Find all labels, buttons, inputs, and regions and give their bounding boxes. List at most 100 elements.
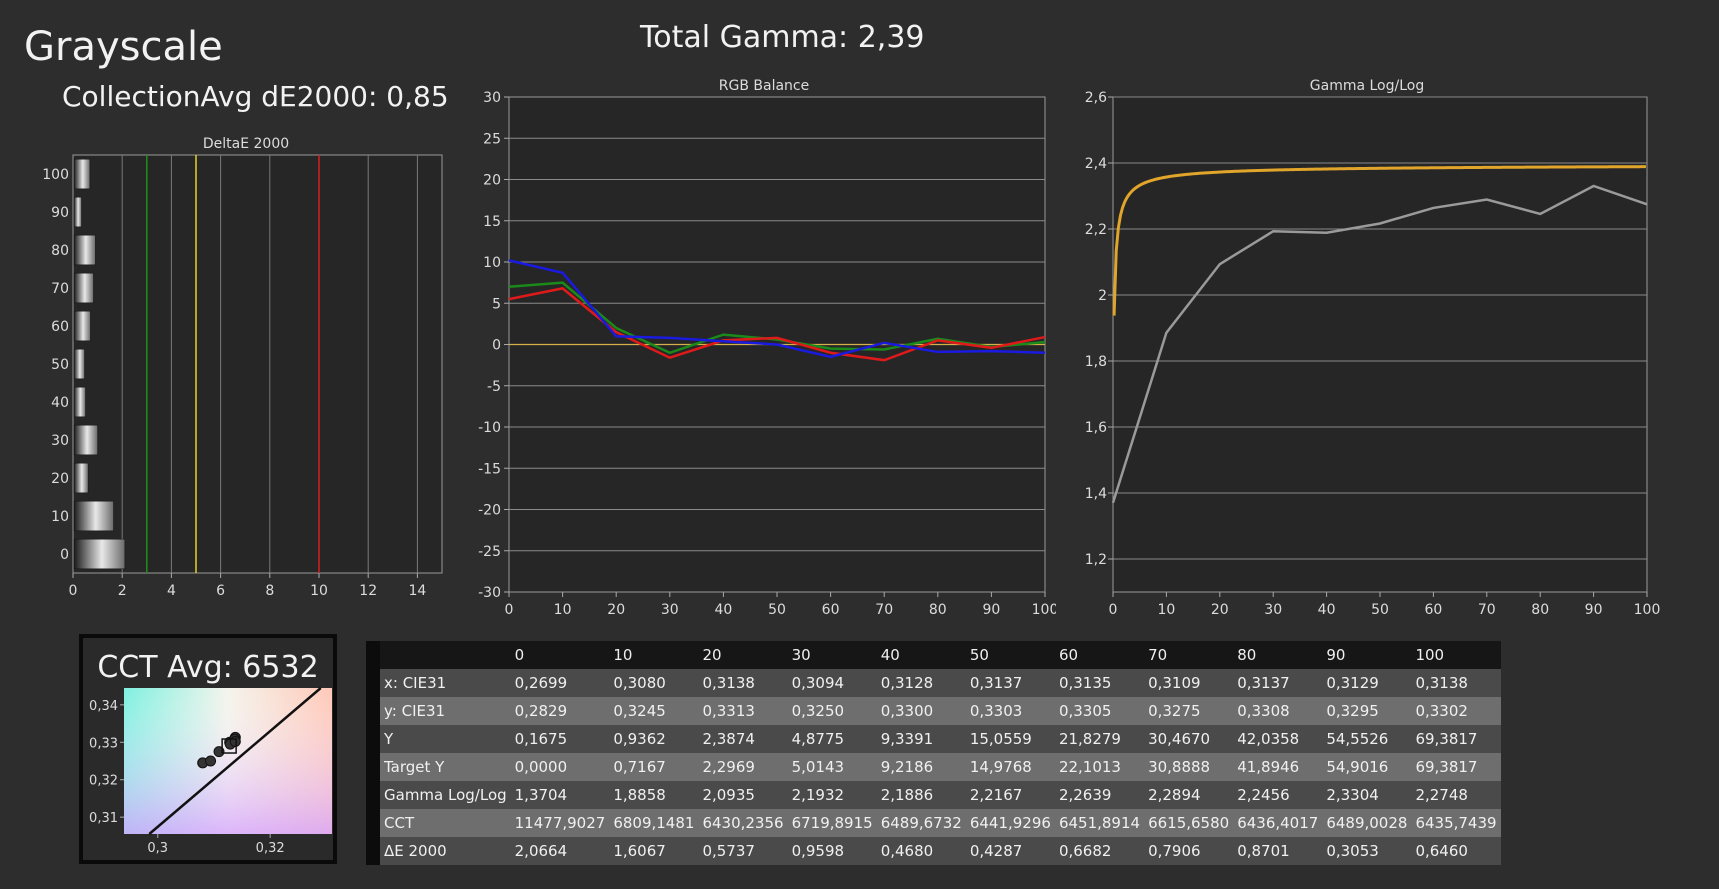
rgb-y-tick-label: -5 [487,379,501,395]
deltae-bar [73,424,98,456]
rgb-x-tick-label: 0 [505,602,514,618]
deltae-y-tick-label: 10 [51,509,69,525]
table-cell: 11477,9027 [510,809,610,837]
table-row-marker [366,697,380,725]
table-cell: 0,0000 [510,753,610,781]
table-cell: 6430,2356 [698,809,788,837]
table-cell: 0,3137 [1233,669,1323,697]
table-row-label: Y [380,725,511,753]
deltae-bar [73,234,96,266]
deltae-bar [73,348,85,380]
table-cell: 9,2186 [876,753,966,781]
table-cell: 70 [1144,641,1234,669]
table-cell: 0,3295 [1322,697,1412,725]
table-cell: 0,3135 [1054,669,1145,697]
table-cell: 6451,8914 [1054,809,1145,837]
page-title: Grayscale [24,24,223,70]
rgb-y-tick-label: 15 [483,214,501,230]
table-cell: 80 [1233,641,1323,669]
rgb-x-tick-label: 90 [982,602,1000,618]
rgb-y-tick-label: 25 [483,131,501,147]
rgb-y-tick-label: -25 [478,544,501,560]
gamma-target-curve [1112,165,1646,316]
cie-chart: 0,34 0,33 0,32 0,31 0,3 0,32 [89,687,332,856]
deltae-plot-area [72,154,443,574]
table-cell: 0,3109 [1144,669,1234,697]
gamma-y-tick-label: 1,2 [1085,552,1107,568]
table-cell: 2,3304 [1322,781,1412,809]
rgb-series-line [508,287,1046,362]
total-gamma-label: Total Gamma: 2,39 [640,20,925,55]
deltae-y-tick-label: 40 [51,395,69,411]
table-cell: 6436,4017 [1233,809,1323,837]
gamma-chart-title: Gamma Log/Log [1310,78,1424,94]
table-cell: 69,3817 [1411,725,1501,753]
rgb-x-tick-label: 50 [768,602,786,618]
table-row: y: CIE31 0,2829 0,3245 0,3313 0,3250 0,3300 0,… [366,697,1501,725]
table-row-label: ΔE 2000 [380,837,511,865]
deltae-x-tick-label: 12 [359,583,377,599]
deltae-y-tick-label: 60 [51,319,69,335]
rgb-y-tick-label: -20 [478,503,501,519]
table-cell: 2,1886 [876,781,966,809]
table-cell: 54,5526 [1322,725,1412,753]
rgb-series-line [508,259,1046,359]
table-cell: 0,2829 [510,697,610,725]
table-cell: 0,3250 [787,697,877,725]
table-cell: 0,3094 [787,669,877,697]
deltae-bar [73,158,91,190]
table-cell: 30,4670 [1144,725,1234,753]
table-cell: 50 [965,641,1055,669]
table-cell: 0,3128 [876,669,966,697]
gamma-x-tick-label: 70 [1478,602,1496,618]
table-cell: 30,8888 [1144,753,1234,781]
table-cell: 21,8279 [1054,725,1145,753]
table-row-marker [366,641,380,669]
rgb-chart-title: RGB Balance [719,78,809,94]
table-cell: 40 [876,641,966,669]
gamma-x-tick-label: 80 [1531,602,1549,618]
table-cell: 1,6067 [609,837,699,865]
collection-avg-label: CollectionAvg dE2000: 0,85 [62,80,449,113]
table-cell: 9,3391 [876,725,966,753]
table-cell: 30 [787,641,877,669]
table-cell: 0,3138 [698,669,788,697]
table-row: Target Y 0,0000 0,7167 2,2969 5,0143 9,2186 14… [366,753,1501,781]
table-cell: 6435,7439 [1411,809,1501,837]
deltae-y-tick-label: 100 [42,167,69,183]
table-row-label: Gamma Log/Log [380,781,511,809]
cie-y-tick-label: 0,32 [89,774,118,789]
rgb-x-tick-label: 30 [661,602,679,618]
table-row-label: Target Y [380,753,511,781]
rgb-y-tick-label: -30 [478,585,501,601]
deltae-y-tick-label: 50 [51,357,69,373]
gamma-x-tick-label: 20 [1211,602,1229,618]
deltae-x-tick-label: 6 [216,583,225,599]
deltae-x-tick-label: 2 [118,583,127,599]
deltae-chart: DeltaE 2000 0 10 20 30 40 50 60 70 80 90 100 0 2 4 6 8… [42,136,443,599]
table-cell: 0,3313 [698,697,788,725]
table-cell: 6441,9296 [965,809,1055,837]
gamma-x-tick-label: 100 [1634,602,1661,618]
rgb-series-line [508,281,1046,355]
table-cell: 2,2639 [1054,781,1145,809]
table-cell: 0,3305 [1054,697,1145,725]
table-cell: 41,8946 [1233,753,1323,781]
table-cell: 54,9016 [1322,753,1412,781]
table-cell: 6489,6732 [876,809,966,837]
table-cell: 0,9598 [787,837,877,865]
deltae-x-tick-label: 14 [408,583,426,599]
table-row-label: x: CIE31 [380,669,511,697]
table-cell: 90 [1322,641,1412,669]
gamma-chart: Gamma Log/Log 2,6 2,4 2,2 2 1,8 1,6 1,4 1,2 0 10… [1085,78,1661,618]
gamma-y-tick-label: 1,4 [1085,486,1107,502]
table-cell: 0,5737 [698,837,788,865]
table-cell: 0,3302 [1411,697,1501,725]
table-cell: 0,1675 [510,725,610,753]
table-cell: 2,2969 [698,753,788,781]
table-cell: 100 [1411,641,1501,669]
cie-measurement-point [205,755,217,767]
table-row-label: CCT [380,809,511,837]
table-cell: 42,0358 [1233,725,1323,753]
deltae-bar [73,386,86,418]
